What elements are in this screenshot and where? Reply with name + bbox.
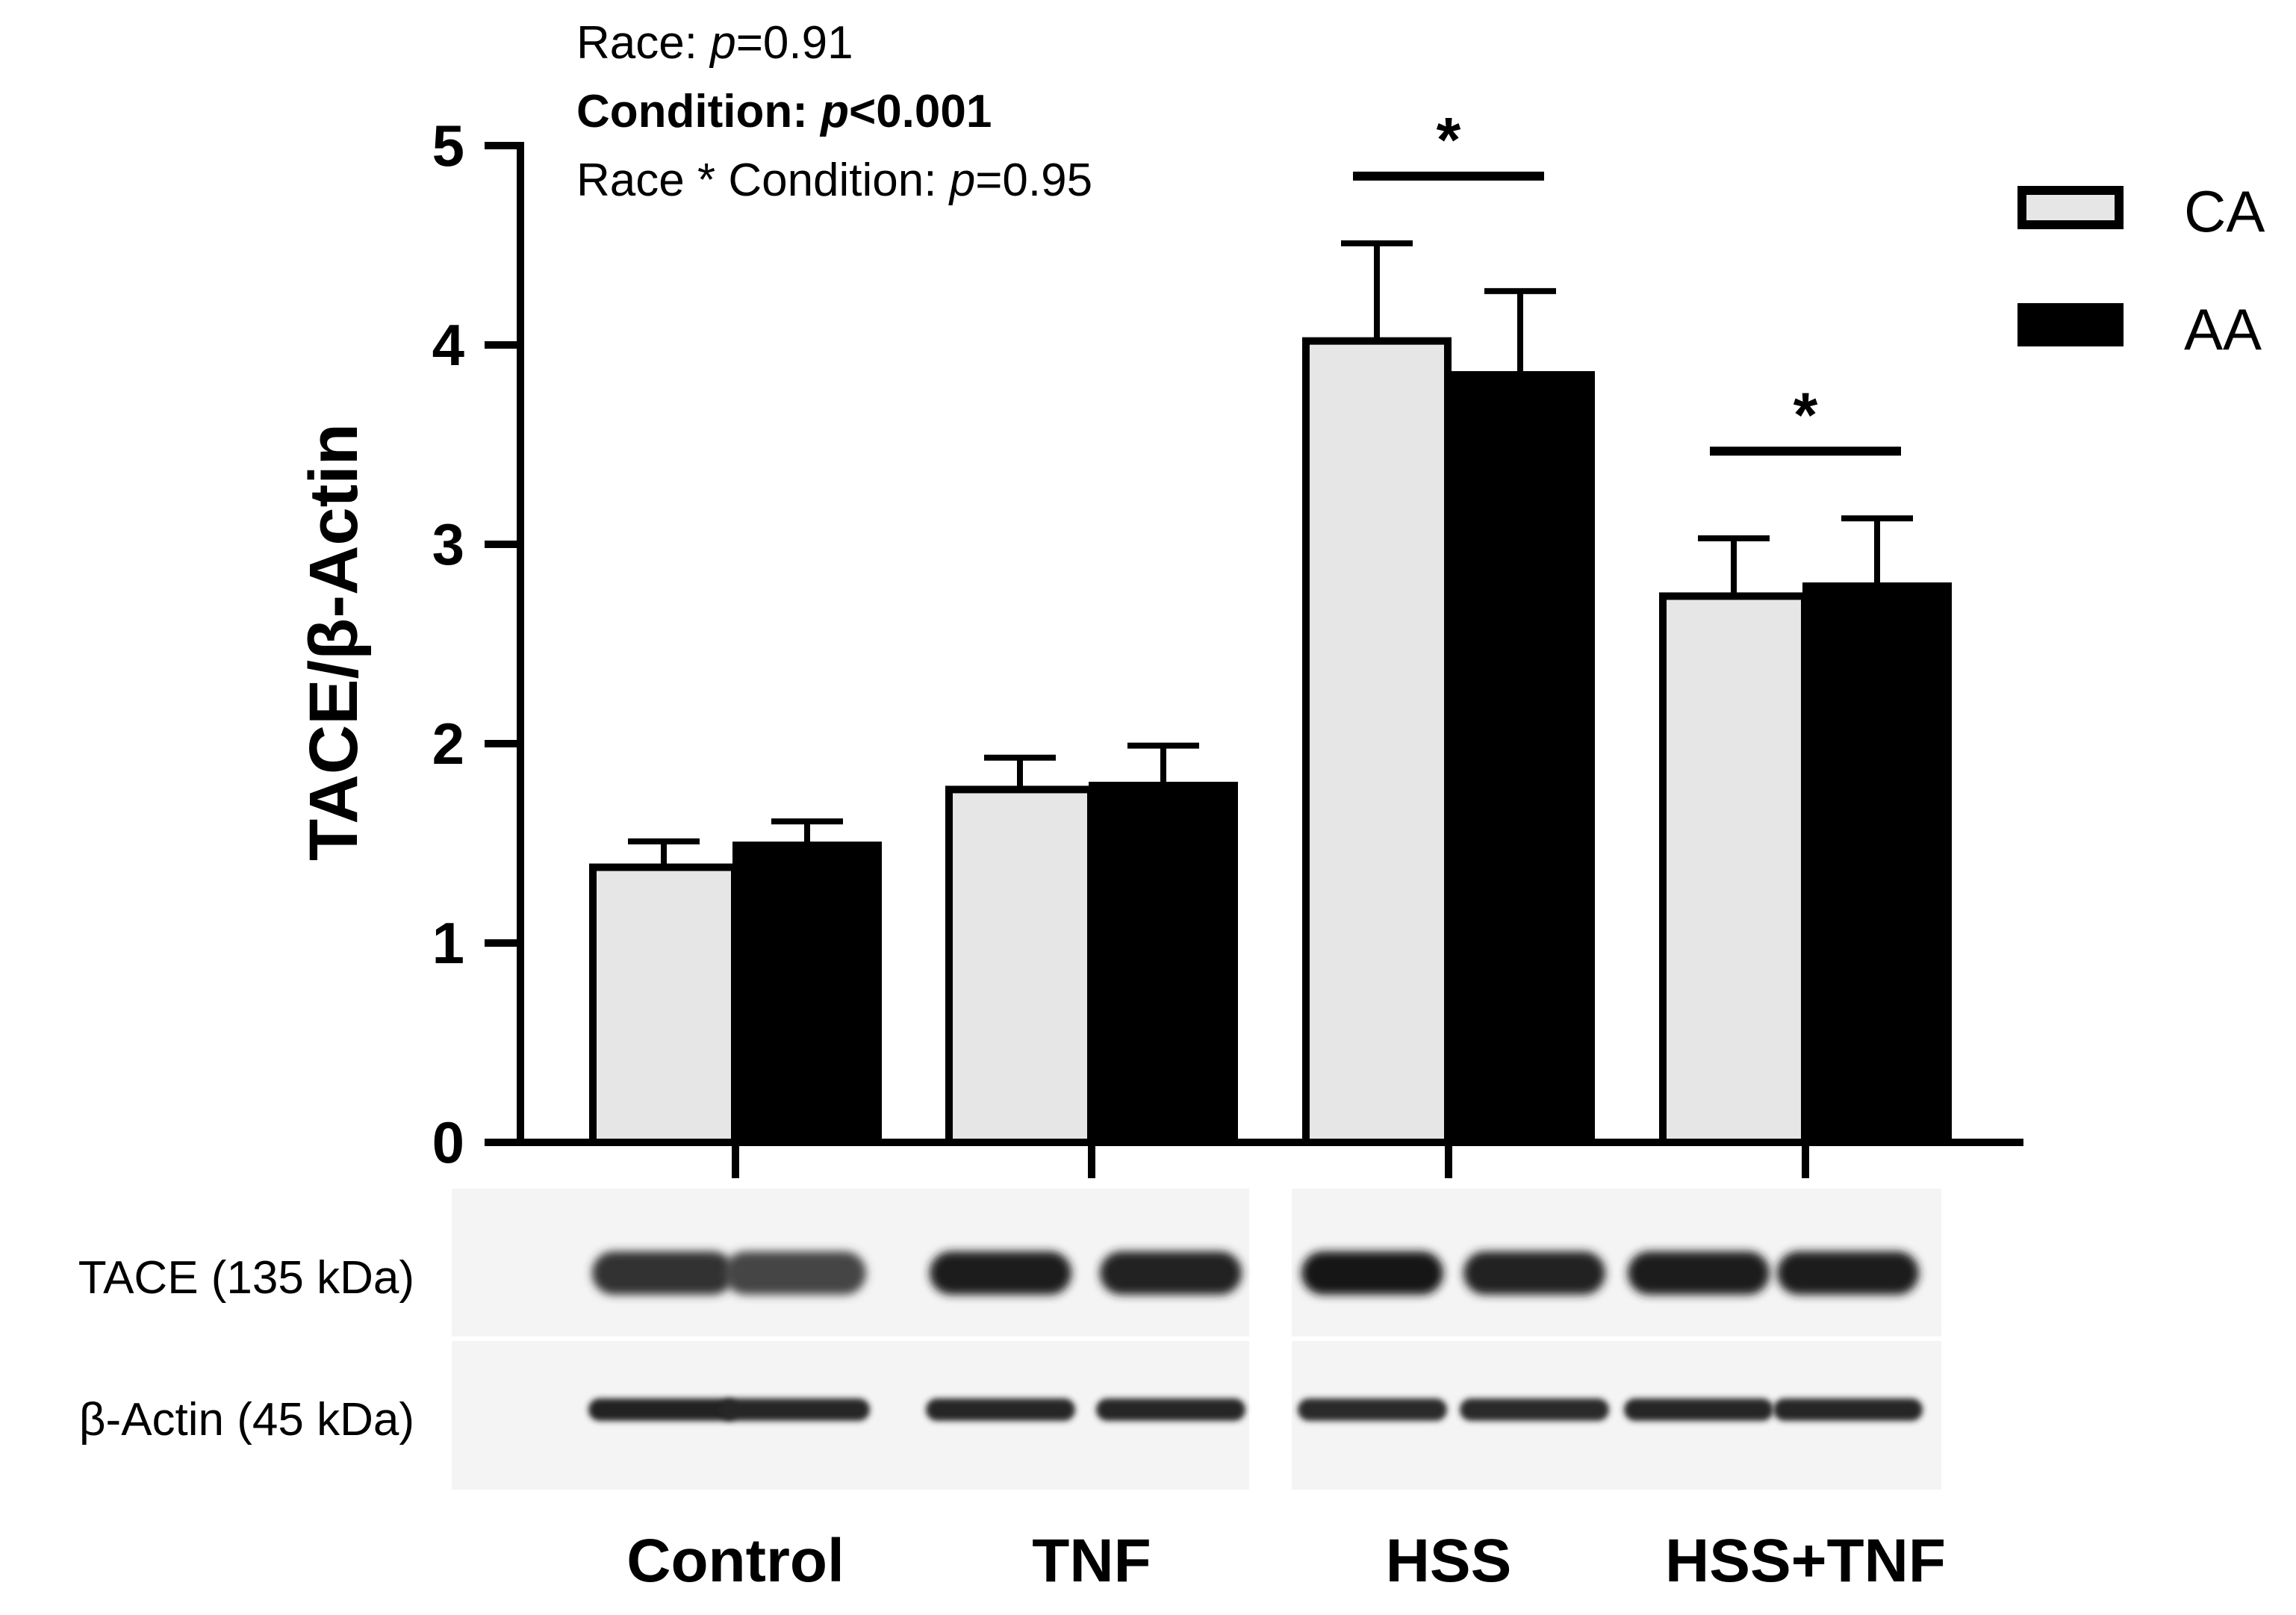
bar-ca-tnf [945, 785, 1095, 1147]
bar-aa-tnf [1089, 782, 1238, 1146]
bar-ca-hss-tnf [1659, 592, 1808, 1146]
blot-band [1100, 1251, 1242, 1295]
y-tick-label: 0 [432, 1110, 464, 1175]
blot-band [1096, 1398, 1245, 1421]
y-tick-label: 5 [432, 113, 464, 178]
significance-star: * [1793, 379, 1818, 449]
blot-band [1463, 1251, 1605, 1295]
western-blot: TACE (135 kDa) β-Actin (45 kDa) [78, 1189, 1941, 1490]
y-tick-labels: 0 1 2 3 4 5 [432, 113, 464, 1175]
y-tick-label: 3 [432, 511, 464, 577]
y-tick-label: 1 [432, 910, 464, 976]
legend: CA AA [2017, 178, 2265, 362]
y-tick-label: 2 [432, 711, 464, 777]
y-axis-title: TACE/β-Actin [296, 423, 372, 861]
y-tick-label: 4 [432, 312, 464, 378]
blot-label-tace: TACE (135 kDa) [78, 1252, 414, 1304]
x-tick-label: HSS+TNF [1665, 1527, 1946, 1595]
blot-band [1298, 1398, 1447, 1421]
error-bars [628, 240, 1913, 868]
bar-aa-control [732, 841, 882, 1147]
legend-label-ca: CA [2184, 178, 2265, 244]
stat-interaction: Race * Condition: p=0.95 [576, 155, 1092, 206]
blot-bands [588, 1251, 1923, 1421]
legend-swatch-ca [2017, 186, 2124, 229]
stat-condition: Condition: p<0.001 [576, 86, 992, 137]
bars [589, 337, 1952, 1147]
x-tick-label: Control [626, 1527, 844, 1595]
bar-aa-hss [1446, 371, 1595, 1146]
significance-markers: ** [1353, 105, 1901, 456]
bar-ca-hss [1302, 337, 1452, 1146]
blot-band [588, 1398, 738, 1421]
blot-band [1301, 1251, 1443, 1295]
stats-annotation: Race: p=0.91 Condition: p<0.001 Race * C… [576, 17, 1092, 206]
blot-label-actin: β-Actin (45 kDa) [79, 1394, 414, 1446]
blot-band [1628, 1251, 1770, 1295]
x-category-labels: Control TNF HSS HSS+TNF [626, 1527, 1946, 1595]
blot-band [926, 1398, 1075, 1421]
legend-label-aa: AA [2184, 296, 2262, 362]
blot-band [1460, 1398, 1609, 1421]
bar-aa-hss-tnf [1802, 582, 1952, 1146]
blot-band [721, 1398, 870, 1421]
blot-band [592, 1251, 734, 1295]
x-tick-label: TNF [1032, 1527, 1151, 1595]
blot-band [1624, 1398, 1773, 1421]
blot-band [1777, 1251, 1919, 1295]
axes [485, 142, 2023, 1178]
blot-band [1773, 1398, 1923, 1421]
x-tick-label: HSS [1386, 1527, 1512, 1595]
significance-star: * [1437, 105, 1461, 175]
stat-race: Race: p=0.91 [576, 17, 853, 69]
blot-band [724, 1251, 866, 1295]
blot-band [930, 1251, 1071, 1295]
bar-ca-control [589, 863, 738, 1147]
legend-swatch-aa [2017, 303, 2124, 346]
